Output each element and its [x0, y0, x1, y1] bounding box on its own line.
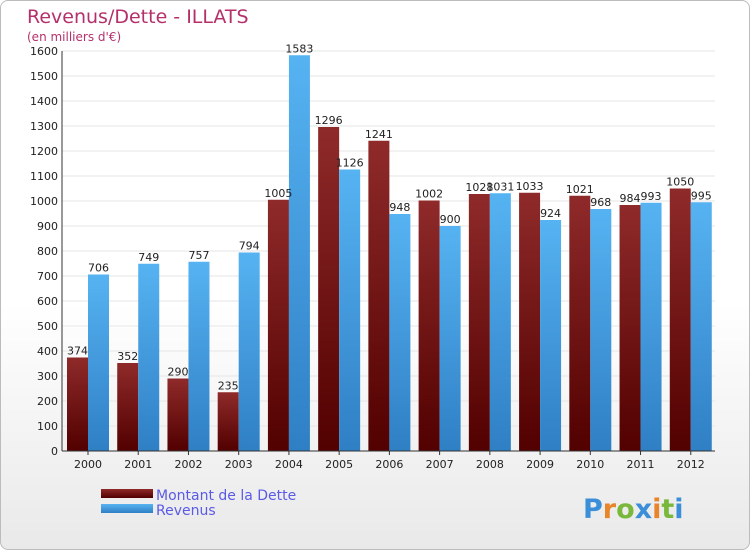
legend-label-revenus: Revenus	[156, 503, 216, 519]
data-label-debt-2008: 1028	[465, 181, 493, 194]
y-tick-label-1400: 1400	[30, 95, 58, 108]
bar-debt-2011	[619, 205, 641, 451]
data-label-debt-2002: 290	[167, 366, 188, 379]
data-label-revenus-2012: 995	[691, 189, 712, 202]
data-label-debt-2004: 1005	[264, 187, 292, 200]
data-label-revenus-2009: 924	[540, 207, 561, 220]
data-label-revenus-2001: 749	[138, 251, 159, 264]
y-tick-label-200: 200	[37, 395, 58, 408]
x-tick-label-2001: 2001	[124, 458, 152, 471]
bar-revenus-2003	[238, 252, 260, 451]
data-label-debt-2000: 374	[67, 345, 88, 358]
bar-revenus-2010	[590, 209, 612, 451]
logo-text: Proxiti	[583, 494, 684, 525]
data-label-debt-2003: 235	[218, 379, 239, 392]
bar-revenus-2009	[540, 220, 562, 451]
data-label-revenus-2010: 968	[590, 196, 611, 209]
bar-revenus-2001	[138, 263, 160, 451]
data-labels: 374 706 352 749 290 757 235 794 1005 1583 1296 1126…	[67, 42, 712, 392]
y-tick-label-800: 800	[37, 245, 58, 258]
data-label-debt-2001: 352	[117, 350, 138, 363]
bar-revenus-2007	[439, 226, 461, 451]
bar-debt-2004	[267, 199, 289, 451]
bar-debt-2008	[468, 194, 490, 451]
y-tick-label-1500: 1500	[30, 70, 58, 83]
y-tick-label-500: 500	[37, 320, 58, 333]
x-tick-label-2004: 2004	[275, 458, 303, 471]
data-label-debt-2005: 1296	[315, 114, 343, 127]
data-label-debt-2012: 1050	[666, 176, 694, 189]
bar-debt-2001	[117, 363, 139, 451]
x-tick-label-2000: 2000	[74, 458, 102, 471]
bar-debt-2000	[67, 357, 88, 451]
data-label-revenus-2011: 993	[641, 190, 662, 203]
data-label-debt-2010: 1021	[566, 183, 594, 196]
y-tick-label-1100: 1100	[30, 170, 58, 183]
y-tick-label-600: 600	[37, 295, 58, 308]
data-label-debt-2011: 984	[620, 192, 641, 205]
bars-layer	[67, 55, 712, 451]
data-label-revenus-2007: 900	[440, 213, 461, 226]
legend-label-debt: Montant de la Dette	[156, 488, 296, 504]
data-label-debt-2007: 1002	[415, 188, 443, 201]
data-label-debt-2009: 1033	[516, 180, 544, 193]
x-tick-label-2007: 2007	[426, 458, 454, 471]
bar-debt-2009	[519, 192, 541, 451]
data-label-debt-2006: 1241	[365, 128, 393, 141]
bar-debt-2002	[167, 378, 189, 451]
bar-revenus-2005	[339, 169, 361, 451]
x-tick-label-2012: 2012	[677, 458, 705, 471]
bar-revenus-2000	[88, 274, 109, 451]
bar-revenus-2002	[188, 261, 210, 451]
data-label-revenus-2002: 757	[188, 249, 209, 262]
chart-subtitle: (en milliers d'€)	[27, 30, 121, 44]
y-tick-label-1600: 1600	[30, 45, 58, 58]
y-tick-label-0: 0	[51, 445, 58, 458]
bar-debt-2012	[669, 188, 691, 451]
legend-swatch-revenus	[101, 504, 153, 513]
bar-debt-2007	[418, 200, 440, 451]
bar-revenus-2006	[389, 214, 411, 451]
x-tick-label-2011: 2011	[627, 458, 655, 471]
y-tick-label-400: 400	[37, 345, 58, 358]
x-tick-label-2010: 2010	[576, 458, 604, 471]
x-tick-label-2009: 2009	[526, 458, 554, 471]
legend: Montant de la Dette Revenus	[101, 488, 296, 519]
data-label-revenus-2006: 948	[389, 201, 410, 214]
chart-title: Revenus/Dette - ILLATS	[27, 6, 249, 28]
data-label-revenus-2003: 794	[239, 240, 260, 253]
y-tick-label-700: 700	[37, 270, 58, 283]
x-tick-label-2003: 2003	[225, 458, 253, 471]
y-tick-label-100: 100	[37, 420, 58, 433]
y-tick-label-900: 900	[37, 220, 58, 233]
data-label-revenus-2005: 1126	[336, 157, 364, 170]
data-label-revenus-2004: 1583	[285, 42, 313, 55]
bar-revenus-2012	[690, 202, 712, 451]
x-tick-label-2008: 2008	[476, 458, 504, 471]
x-tick-label-2006: 2006	[375, 458, 403, 471]
bar-revenus-2011	[640, 202, 662, 451]
data-label-revenus-2000: 706	[88, 262, 109, 275]
y-tick-label-1300: 1300	[30, 120, 58, 133]
y-tick-label-300: 300	[37, 370, 58, 383]
bar-debt-2006	[368, 140, 390, 451]
y-tick-label-1000: 1000	[30, 195, 58, 208]
bar-revenus-2008	[489, 193, 511, 451]
y-tick-label-1200: 1200	[30, 145, 58, 158]
x-tick-label-2002: 2002	[174, 458, 202, 471]
bar-revenus-2004	[288, 55, 310, 451]
bar-debt-2005	[318, 127, 340, 451]
x-tick-label-2005: 2005	[325, 458, 353, 471]
proxiti-logo: Proxiti	[583, 494, 684, 525]
axes: 0 100 200 300 400 500 600 700 800 900 1000 1100 1200…	[30, 45, 715, 471]
data-label-revenus-2008: 1031	[486, 180, 514, 193]
legend-swatch-debt	[101, 489, 153, 498]
bar-debt-2010	[569, 195, 591, 451]
bar-debt-2003	[217, 392, 239, 451]
